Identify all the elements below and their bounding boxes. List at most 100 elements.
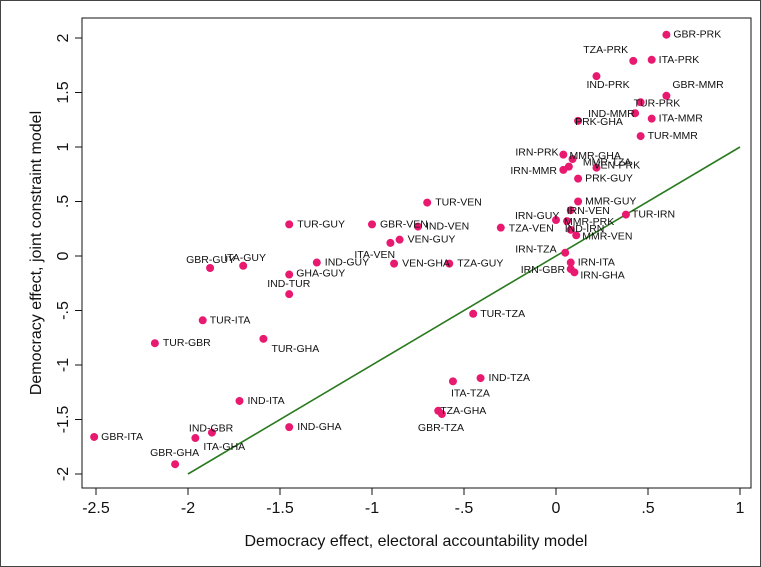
x-axis-title: Democracy effect, electoral accountabili… xyxy=(245,533,588,550)
point-label: GBR-MMR xyxy=(672,79,724,91)
point-label: GBR-VEN xyxy=(380,218,428,230)
data-point xyxy=(239,261,248,270)
x-tick-label: 1 xyxy=(736,500,745,517)
y-tick-label: -1.5 xyxy=(55,406,72,434)
data-point xyxy=(368,220,376,229)
point-label: TUR-IRN xyxy=(632,209,675,221)
x-tick-label: -.5 xyxy=(455,500,474,517)
data-point xyxy=(568,154,577,163)
x-tick-label: -2.5 xyxy=(82,500,110,517)
data-point xyxy=(395,235,404,244)
point-label: IND-TUR xyxy=(267,278,311,290)
reference-line-group xyxy=(187,146,741,475)
y-tick-label: 2 xyxy=(55,33,72,42)
data-point xyxy=(566,225,575,234)
point-label: TUR-GHA xyxy=(271,343,319,355)
data-point xyxy=(496,223,505,232)
data-point xyxy=(414,222,422,231)
point-label: GBR-GUY xyxy=(186,254,235,266)
data-point xyxy=(476,374,485,383)
point-label: IND-GUY xyxy=(325,257,369,269)
point-label: TZA-VEN xyxy=(509,223,554,235)
point-label: GBR-TZA xyxy=(418,422,464,434)
point-label: ITA-TZA xyxy=(451,387,490,399)
x-tick-label: .5 xyxy=(641,500,654,517)
point-label: TZA-PRK xyxy=(583,44,628,56)
point-label: TUR-VEN xyxy=(435,197,482,209)
point-label: TUR-PRK xyxy=(634,97,681,109)
data-point xyxy=(572,231,581,240)
point-label: IND-IRN xyxy=(565,223,605,235)
data-point xyxy=(437,410,446,419)
data-point xyxy=(621,210,630,219)
point-label: IRN-PRK xyxy=(515,147,558,159)
point-label: MMR-VEN xyxy=(582,230,632,242)
point-label: MMR-GHA xyxy=(570,150,621,162)
data-point xyxy=(629,56,638,65)
data-point xyxy=(207,428,216,437)
data-point xyxy=(235,396,244,405)
reference-line xyxy=(187,146,741,475)
y-tick-label: .5 xyxy=(55,195,72,208)
data-point xyxy=(423,198,432,207)
y-tick-label: -2 xyxy=(55,467,72,481)
point-label: PRK-GUY xyxy=(585,173,633,185)
data-point xyxy=(198,316,207,325)
point-label: VEN-GUY xyxy=(408,234,456,246)
data-point xyxy=(559,165,568,174)
data-point xyxy=(448,377,457,386)
data-point xyxy=(647,114,656,123)
data-point xyxy=(570,268,579,277)
point-label: IRN-MMR xyxy=(510,165,557,177)
x-tick-label: -1.5 xyxy=(266,500,294,517)
data-point xyxy=(566,206,575,215)
point-label: MMR-GUY xyxy=(585,196,636,208)
point-label: IND-PRK xyxy=(586,79,629,91)
point-label: TUR-GBR xyxy=(163,337,211,349)
data-point xyxy=(559,150,568,159)
plot-area xyxy=(81,17,752,489)
point-label: IND-GHA xyxy=(297,421,341,433)
point-labels-group: GBR-PRK ITA-PRK TZA-PRK IND-PRK GBR-MMR TUR-P… xyxy=(101,29,724,459)
point-label: IND-ITA xyxy=(248,395,285,407)
data-point xyxy=(285,423,294,432)
point-label: TZA-GHA xyxy=(440,405,486,417)
data-point xyxy=(662,30,671,39)
data-point xyxy=(592,72,601,81)
data-point xyxy=(563,217,572,226)
point-label: TUR-TZA xyxy=(480,308,525,320)
point-label: ITA-GHA xyxy=(203,441,245,453)
data-point xyxy=(312,258,321,267)
point-label: TUR-ITA xyxy=(210,314,251,326)
data-point xyxy=(206,263,215,272)
y-tick-label: 1.5 xyxy=(55,81,72,103)
point-label: VEN-GHA xyxy=(402,258,450,270)
data-point xyxy=(469,309,478,318)
point-label: GBR-GHA xyxy=(150,447,199,459)
point-label: GBR-PRK xyxy=(673,29,721,41)
point-label: TZA-GUY xyxy=(457,258,503,270)
point-label: GHA-GUY xyxy=(296,268,345,280)
x-tick-label: 0 xyxy=(552,500,561,517)
data-point xyxy=(285,270,294,279)
point-label: PRK-GHA xyxy=(575,116,623,128)
data-point xyxy=(191,434,200,443)
point-label: TUR-GUY xyxy=(297,218,345,230)
point-label: IRN-GUY xyxy=(515,210,559,222)
point-label: VEN-PRK xyxy=(593,160,640,172)
x-tick-label: -2 xyxy=(181,500,195,517)
point-label: IND-VEN xyxy=(426,221,469,233)
data-point xyxy=(285,290,294,299)
point-label: IND-GBR xyxy=(189,423,234,435)
data-point xyxy=(631,109,640,118)
data-point xyxy=(662,91,671,100)
data-point xyxy=(574,116,583,125)
data-point xyxy=(90,432,99,441)
data-point xyxy=(574,174,583,183)
point-label: ITA-PRK xyxy=(659,54,700,66)
point-label: MMR-PRK xyxy=(564,216,614,228)
point-label: ITA-GUY xyxy=(224,252,266,264)
point-label: IND-TZA xyxy=(489,372,530,384)
data-point xyxy=(636,98,645,107)
